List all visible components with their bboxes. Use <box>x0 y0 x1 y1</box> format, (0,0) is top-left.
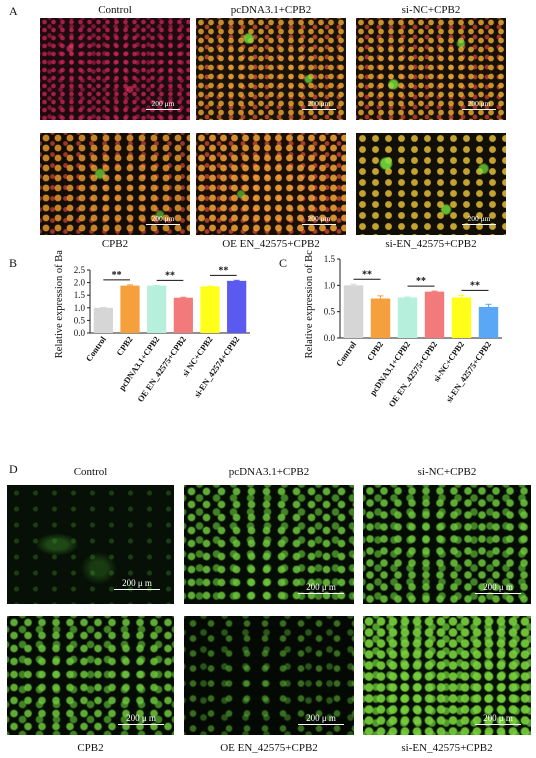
scale-bar: 200 μ m <box>298 581 344 594</box>
scale-bar: 200 μm <box>302 214 336 225</box>
y-tick-label: 0.5 <box>74 315 86 325</box>
significance-label: ** <box>165 270 175 281</box>
bar <box>227 280 247 333</box>
scale-bar: 200 μm <box>462 214 496 225</box>
tunel-d-sien: 200 μ m <box>363 616 531 735</box>
bar <box>478 306 499 338</box>
scale-bar: 200 μm <box>146 214 180 225</box>
micrograph-a-pcdna: 200 μm <box>196 18 346 120</box>
y-tick-label: 2.5 <box>74 265 86 275</box>
panel-letter-d: D <box>9 462 18 476</box>
panel-a-label-pcdna: pcDNA3.1+CPB2 <box>230 4 312 16</box>
bar <box>343 285 364 338</box>
bar <box>424 291 445 338</box>
scale-bar: 200 μ m <box>118 712 164 725</box>
y-axis-label: Relative expression of Bcl-2 <box>304 250 315 358</box>
scale-bar-label: 200 μ m <box>483 712 513 723</box>
panel-a-label-control: Control <box>98 4 132 16</box>
bar <box>173 297 193 333</box>
scale-bar-label: 200 μ m <box>122 577 152 588</box>
significance-label: ** <box>218 265 228 276</box>
tunel-d-cpb2: 200 μ m <box>7 616 174 735</box>
tunel-d-sinc: 200 μ m <box>363 485 531 604</box>
significance-label: ** <box>112 270 122 281</box>
y-tick-label: 0.0 <box>74 328 86 338</box>
tunel-d-control: 200 μ m <box>7 485 174 604</box>
y-tick-label: 1.5 <box>74 290 86 300</box>
scale-bar-label: 200 μm <box>151 99 175 108</box>
bcl2-bar-chart: 0.0 0.5 1.0 1.5 Relative expression of Bcl-2… <box>304 250 502 409</box>
bar <box>451 297 472 338</box>
panel-letter-b: B <box>9 256 18 270</box>
panel-d-label-cpb2: CPB2 <box>77 742 104 754</box>
scale-bar: 200 μ m <box>475 581 521 594</box>
scale-bar: 200 μm <box>146 99 180 110</box>
bar <box>200 286 220 333</box>
scale-bar: 200 μ m <box>298 712 344 725</box>
category-label: OE EN_42575+CPB2 <box>135 334 188 403</box>
panel-a-label-sinc: si-NC+CPB2 <box>401 4 461 16</box>
category-label: CPB2 <box>365 339 385 362</box>
y-tick-label: 2.0 <box>74 278 86 288</box>
bar <box>370 298 391 338</box>
panel-d-label-sinc: si-NC+CPB2 <box>417 466 477 478</box>
bax-bar-chart: 0.0 0.5 1.0 1.5 2.0 2.5 Relative expression of… <box>54 250 250 404</box>
bar <box>93 307 113 333</box>
significance-label: ** <box>416 276 426 287</box>
scale-bar-label: 200 μm <box>467 214 491 223</box>
scale-bar: 200 μm <box>302 99 336 110</box>
bar <box>120 285 140 333</box>
micrograph-a-oe: 200 μm <box>196 133 346 235</box>
scale-bar-label: 200 μ m <box>483 581 513 592</box>
scale-bar-label: 200 μ m <box>126 712 156 723</box>
micrograph-a-sien: 200 μm <box>356 133 506 235</box>
panel-d-label-control: Control <box>73 466 108 478</box>
panel-a-label-sien: si-EN_42575+CPB2 <box>385 238 477 250</box>
y-axis-label: Relative expression of Bax <box>54 250 65 358</box>
scale-bar: 200 μ m <box>475 712 521 725</box>
scale-bar-label: 200 μm <box>151 214 175 223</box>
panel-d-label-pcdna: pcDNA3.1+CPB2 <box>228 466 310 478</box>
bar <box>397 297 418 338</box>
scale-bar-label: 200 μ m <box>306 581 336 592</box>
y-tick-label: 1.5 <box>324 254 336 264</box>
y-tick-label: 1.0 <box>324 280 336 290</box>
scale-bar-label: 200 μ m <box>306 712 336 723</box>
category-label: CPB2 <box>114 334 134 357</box>
micrograph-a-control: 200 μm <box>40 18 190 120</box>
category-label: Control <box>84 334 109 363</box>
scale-bar-label: 200 μm <box>467 99 491 108</box>
tunel-d-pcdna: 200 μ m <box>184 485 354 604</box>
significance-label: ** <box>470 280 480 291</box>
micrograph-a-sinc: 200 μm <box>356 18 506 120</box>
scale-bar-label: 200 μm <box>307 214 331 223</box>
bar <box>147 285 167 333</box>
panel-d-label-oe: OE EN_42575+CPB2 <box>220 742 318 754</box>
category-label: OE EN_42575+CPB2 <box>386 339 439 408</box>
y-tick-label: 1.0 <box>74 303 86 313</box>
panel-letter-a: A <box>9 4 18 18</box>
scale-bar: 200 μm <box>462 99 496 110</box>
scale-bar-label: 200 μm <box>307 99 331 108</box>
panel-letter-c: C <box>279 256 288 270</box>
panel-a-label-oe: OE EN_42575+CPB2 <box>222 238 320 250</box>
y-tick-label: 0.0 <box>324 333 336 343</box>
y-tick-label: 0.5 <box>324 307 336 317</box>
significance-label: ** <box>362 269 372 280</box>
category-label: Control <box>334 339 359 368</box>
panel-d-label-sien: si-EN_42575+CPB2 <box>401 742 493 754</box>
micrograph-a-cpb2: 200 μm <box>40 133 190 235</box>
tunel-d-oe: 200 μ m <box>184 616 354 735</box>
panel-a-label-cpb2: CPB2 <box>101 238 129 250</box>
scale-bar: 200 μ m <box>114 577 160 590</box>
